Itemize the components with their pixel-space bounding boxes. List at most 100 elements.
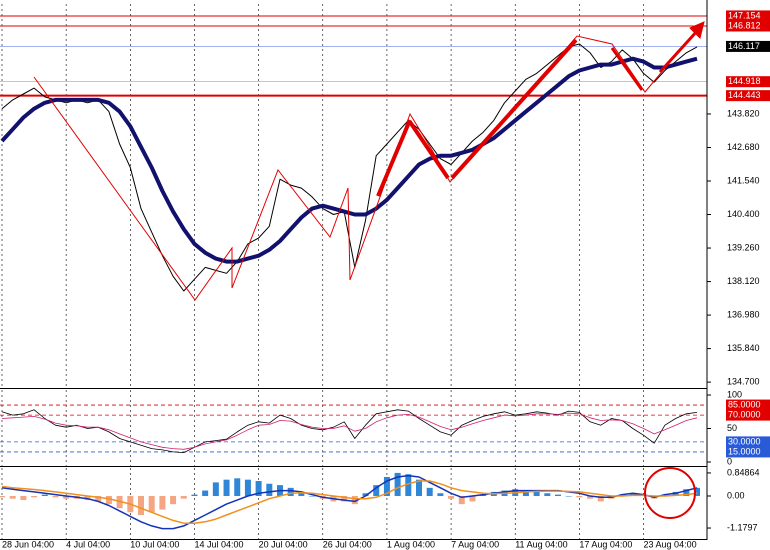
x-tick-label: 7 Aug 04:00 bbox=[451, 539, 499, 549]
arrow-head bbox=[689, 21, 705, 39]
histogram-bar bbox=[180, 495, 187, 499]
histogram-bar bbox=[0, 495, 5, 498]
histogram-bar bbox=[138, 495, 144, 516]
arrow-stroke bbox=[450, 38, 578, 180]
histogram-bar bbox=[362, 493, 369, 496]
histogram-bar bbox=[266, 483, 273, 496]
level-label: 15.0000 bbox=[728, 446, 761, 456]
level-label-box bbox=[726, 10, 770, 22]
histogram-bar bbox=[416, 479, 422, 496]
histogram-bar bbox=[63, 495, 70, 499]
histogram-bar bbox=[694, 487, 700, 496]
level-label: 85.0000 bbox=[728, 399, 761, 409]
histogram-bar bbox=[522, 490, 529, 496]
x-tick-label: 1 Aug 04:00 bbox=[387, 539, 435, 549]
y-tick-label: 50 bbox=[727, 423, 737, 433]
histogram-bar bbox=[587, 495, 594, 499]
level-label: 146.117 bbox=[728, 41, 760, 51]
y-tick-label: 134.700 bbox=[727, 376, 760, 386]
histogram-bar bbox=[351, 495, 358, 505]
level-label: 70.0000 bbox=[728, 409, 761, 419]
histogram-bar bbox=[223, 479, 230, 496]
series-line bbox=[1, 409, 698, 453]
histogram-bar bbox=[31, 495, 38, 498]
arrow-stroke bbox=[610, 47, 644, 91]
arrow-stroke bbox=[376, 119, 412, 197]
histogram-bar bbox=[597, 495, 604, 502]
y-tick-label: 143.820 bbox=[727, 108, 760, 118]
histogram-bar bbox=[533, 491, 540, 496]
histogram-bar bbox=[170, 495, 177, 505]
histogram-bar bbox=[373, 485, 380, 496]
histogram-bar bbox=[576, 495, 583, 498]
histogram-bar bbox=[298, 491, 305, 496]
histogram-bar bbox=[202, 490, 209, 496]
y-tick-label: 138.120 bbox=[727, 276, 760, 286]
series-line bbox=[1, 474, 698, 530]
level-label-box bbox=[726, 446, 770, 458]
histogram-bar bbox=[191, 494, 198, 496]
level-label-box bbox=[726, 436, 770, 448]
y-tick-label: 0.84864 bbox=[727, 467, 760, 477]
marks: 143.820 142.680 141.540 140.400 139.260 138.1… bbox=[0, 4, 770, 549]
arrow-stroke bbox=[408, 120, 450, 180]
y-tick-label: -1.1797 bbox=[727, 522, 758, 532]
histogram-bar bbox=[448, 495, 455, 499]
level-label-box bbox=[726, 40, 770, 52]
histogram-bar bbox=[341, 495, 348, 502]
series-line bbox=[1, 412, 698, 450]
y-tick-label: 142.680 bbox=[727, 142, 760, 152]
histogram-bar bbox=[148, 495, 155, 513]
histogram-bar bbox=[255, 481, 262, 496]
level-label: 146.812 bbox=[728, 20, 761, 30]
x-tick-label: 20 Jul 04:00 bbox=[259, 539, 308, 549]
histogram-bar bbox=[683, 489, 690, 496]
level-label: 147.154 bbox=[728, 10, 761, 20]
histogram-bar bbox=[437, 493, 444, 496]
x-tick-label: 11 Aug 04:00 bbox=[515, 539, 567, 549]
x-tick-label: 23 Aug 04:00 bbox=[644, 539, 697, 549]
x-tick-label: 28 Jun 04:00 bbox=[2, 539, 54, 549]
y-tick-label: 140.400 bbox=[727, 209, 760, 219]
histogram-bar bbox=[244, 479, 251, 496]
highlight-circle bbox=[644, 467, 696, 519]
y-tick-label: 0 bbox=[727, 456, 732, 466]
histogram-bar bbox=[405, 474, 412, 496]
histogram-bar bbox=[544, 493, 551, 496]
histogram-bar bbox=[212, 482, 219, 496]
histogram-bar bbox=[95, 495, 102, 502]
series-line bbox=[0, 56, 698, 264]
level-label-box bbox=[726, 90, 770, 102]
level-label: 30.0000 bbox=[728, 436, 761, 446]
histogram-bar bbox=[234, 478, 241, 496]
histogram-bar bbox=[383, 476, 390, 496]
histogram-bar bbox=[629, 493, 636, 496]
y-tick-label: 0.00 bbox=[727, 490, 745, 500]
histogram-bar bbox=[9, 495, 16, 499]
x-tick-label: 4 Jul 04:00 bbox=[66, 539, 110, 549]
histogram-bar bbox=[469, 495, 476, 502]
histogram-bar bbox=[565, 495, 572, 497]
level-label-box bbox=[726, 76, 770, 88]
x-tick-label: 10 Jul 04:00 bbox=[130, 539, 179, 549]
y-tick-label: 135.840 bbox=[727, 343, 760, 353]
x-tick-label: 26 Jul 04:00 bbox=[323, 539, 372, 549]
panel-frames bbox=[0, 0, 708, 540]
series-line bbox=[1, 480, 698, 524]
x-tick-label: 17 Aug 04:00 bbox=[579, 539, 632, 549]
level-label: 144.918 bbox=[728, 76, 761, 86]
arrow-stroke bbox=[658, 28, 700, 74]
level-label-box bbox=[726, 20, 770, 32]
level-label-box bbox=[726, 409, 770, 421]
histogram-bar bbox=[52, 495, 59, 498]
x-tick-label: 14 Jul 04:00 bbox=[194, 539, 243, 549]
histogram-bar bbox=[20, 495, 27, 501]
histogram-bar bbox=[159, 495, 166, 510]
histogram-bar bbox=[41, 494, 48, 496]
level-label-box bbox=[726, 399, 770, 411]
y-tick-label: 141.540 bbox=[727, 175, 760, 185]
histogram-bar bbox=[555, 494, 561, 496]
histogram-bar bbox=[394, 472, 401, 496]
y-tick-label: 136.980 bbox=[727, 309, 760, 319]
